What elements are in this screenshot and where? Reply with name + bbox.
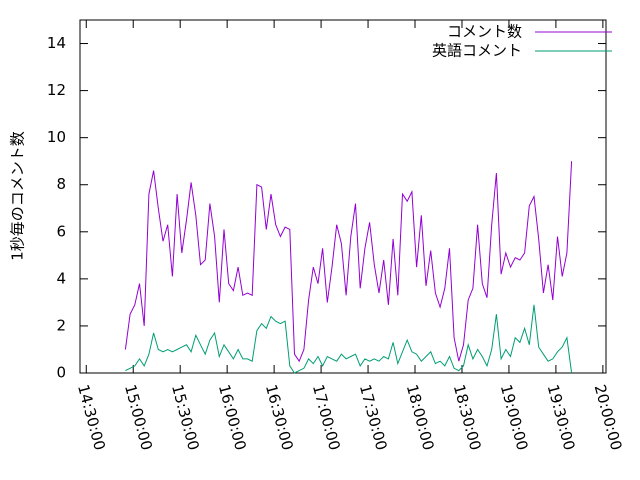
x-tick-label: 18:00:00 (403, 383, 438, 453)
x-tick-label: 20:00:00 (591, 383, 626, 453)
x-tick-label: 15:30:00 (168, 383, 203, 453)
x-tick-label: 17:00:00 (309, 383, 344, 453)
y-tick-label: 2 (56, 316, 66, 334)
y-tick-label: 8 (56, 175, 66, 193)
x-tick-label: 15:00:00 (121, 383, 156, 453)
x-tick-label: 16:30:00 (262, 383, 297, 453)
series-line (124, 161, 573, 363)
x-tick-label: 19:00:00 (497, 383, 532, 453)
y-tick-label: 14 (47, 34, 66, 52)
x-tick-label: 14:30:00 (74, 383, 109, 453)
x-tick-label: 17:30:00 (356, 383, 391, 453)
y-tick-label: 12 (47, 81, 66, 99)
x-tick-label: 19:30:00 (544, 383, 579, 453)
x-tick-label: 18:30:00 (450, 383, 485, 453)
y-tick-label: 4 (56, 269, 66, 287)
legend-label: コメント数 (447, 23, 522, 41)
series-line (125, 304, 573, 374)
legend-label: 英語コメント (432, 42, 522, 60)
plot-border (79, 19, 607, 374)
x-tick-label: 16:00:00 (215, 383, 250, 453)
y-tick-label: 0 (56, 364, 66, 382)
y-tick-label: 6 (56, 222, 66, 240)
y-axis-label: 1秒毎のコメント数 (9, 131, 27, 261)
y-tick-label: 10 (47, 128, 66, 146)
